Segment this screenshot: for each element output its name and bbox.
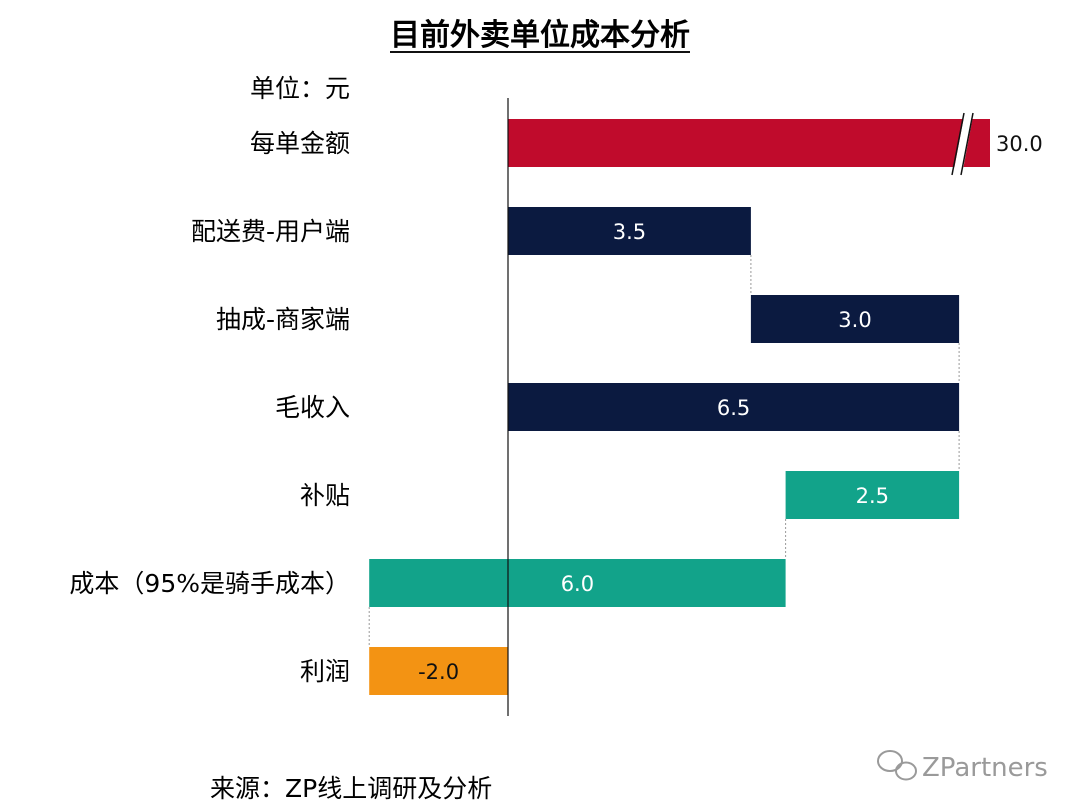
- axis-break-gap: [954, 119, 973, 167]
- watermark: ZPartners: [877, 750, 1048, 783]
- axis-break-line: [951, 112, 965, 176]
- value-label: 3.0: [838, 308, 871, 332]
- unit-label: 单位：元: [250, 74, 350, 103]
- category-label: 利润: [300, 657, 350, 686]
- value-labels: 30.0 3.5 3.0 6.5 2.5 6.0 -2.0: [418, 132, 1043, 684]
- source-note: 来源：ZP线上调研及分析: [210, 774, 492, 803]
- bar-3: [508, 383, 960, 431]
- axis-break-line: [960, 112, 974, 176]
- category-label: 每单金额: [250, 129, 350, 158]
- category-label: 配送费-用户端: [191, 217, 350, 246]
- wechat-icon: [877, 750, 917, 781]
- watermark-text: ZPartners: [922, 753, 1048, 783]
- bar-2: [750, 295, 960, 343]
- bar-6: [369, 647, 508, 695]
- value-label: 6.5: [717, 396, 750, 420]
- bar-group: [369, 119, 990, 695]
- value-label: 2.5: [856, 484, 889, 508]
- category-label: 成本（95%是骑手成本）: [69, 569, 350, 598]
- connector-lines: [368, 255, 960, 647]
- chart-title: 目前外卖单位成本分析: [390, 18, 690, 53]
- value-label: 6.0: [561, 572, 594, 596]
- bar-0: [508, 119, 990, 167]
- bar-4: [785, 471, 960, 519]
- value-label: -2.0: [418, 660, 459, 684]
- value-label: 3.5: [613, 220, 646, 244]
- bar-1: [508, 207, 751, 255]
- bar-5: [369, 559, 786, 607]
- value-label: 30.0: [996, 132, 1043, 156]
- axis-break-marker: [951, 112, 974, 176]
- category-label: 补贴: [300, 481, 350, 510]
- category-label: 毛收入: [275, 393, 350, 422]
- category-label: 抽成-商家端: [216, 305, 350, 334]
